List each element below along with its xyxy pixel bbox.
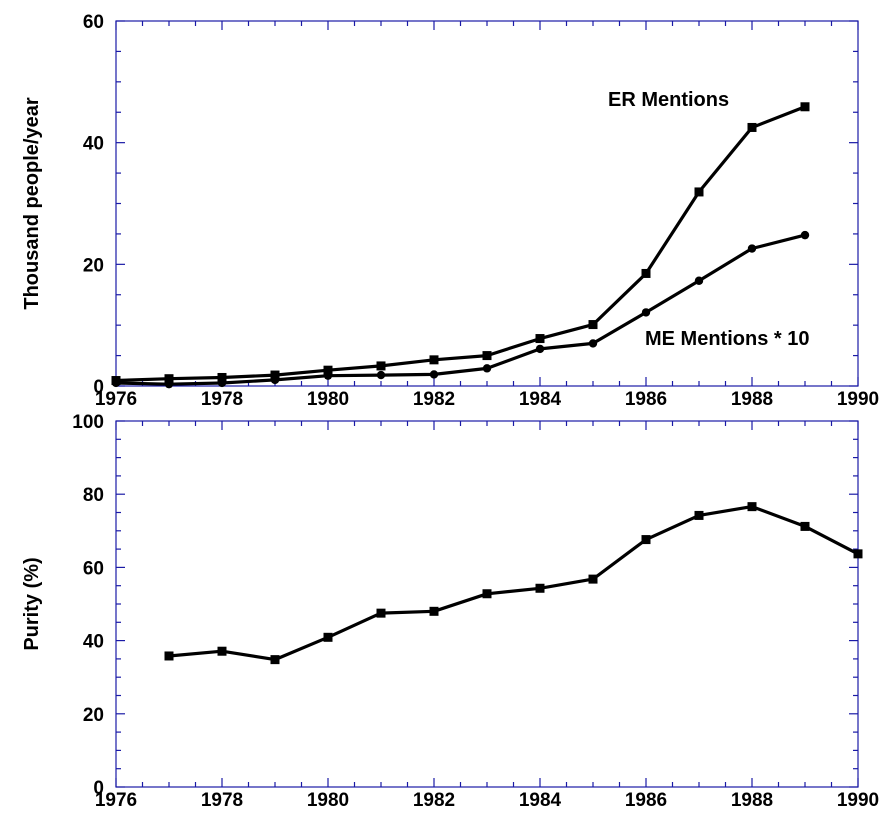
top-series-1-point <box>270 375 280 385</box>
top-x-tick-label: 1988 <box>731 389 773 410</box>
top-series-0-point <box>535 334 545 344</box>
top-series-1-point <box>111 378 121 388</box>
bottom-series-0-line <box>168 505 859 662</box>
top-series-1-point <box>323 371 333 380</box>
top-y-tick-label: 60 <box>83 12 104 33</box>
bottom-panel: 1976 1978 1980 1982 1984 1986 1988 1990 0 20 40 60 8… <box>21 412 879 811</box>
top-series-0-point <box>323 365 333 375</box>
bottom-y-tick-label: 40 <box>83 632 104 653</box>
top-series-0-point <box>800 102 810 112</box>
bottom-y-tick-label: 80 <box>83 485 104 506</box>
bottom-y-tick-label: 100 <box>72 412 104 433</box>
top-series-1-point <box>376 370 386 380</box>
top-x-tick-label: 1990 <box>837 389 879 410</box>
bottom-x-tick-label: 1986 <box>625 790 667 811</box>
top-x-tick-label: 1976 <box>95 389 137 410</box>
bottom-series-0-point <box>217 646 227 656</box>
top-series-0-point <box>482 351 492 361</box>
top-series-0-point <box>217 372 227 382</box>
top-series-0-point <box>376 361 386 371</box>
top-series-0-point <box>588 320 598 330</box>
top-series-1-point <box>800 230 810 240</box>
top-series-1-point <box>482 364 492 373</box>
bottom-x-tick-label: 1978 <box>201 790 243 811</box>
bottom-series-0-point <box>535 583 545 593</box>
bottom-series-0-point <box>270 655 280 665</box>
bottom-x-tick-label: 1976 <box>95 790 137 811</box>
bottom-series-0-point <box>694 510 704 520</box>
top-y-tick-label: 0 <box>93 377 104 398</box>
top-y-axis-title: Thousand people/year <box>21 97 43 309</box>
bottom-series-0-point <box>429 606 439 616</box>
top-series-0-point <box>164 374 174 384</box>
bottom-series-0-point <box>323 632 333 642</box>
top-series-1-point <box>641 308 651 317</box>
top-series-1-point <box>535 344 545 354</box>
bottom-plot-frame <box>115 420 859 788</box>
top-series-1-point <box>694 276 704 285</box>
top-series-0-point <box>429 355 439 365</box>
top-series-1-point <box>429 370 439 379</box>
top-series-1-point <box>588 339 598 348</box>
top-x-tick-label: 1986 <box>625 389 667 410</box>
bottom-series-0-point <box>853 549 863 559</box>
top-series-0-line <box>115 105 806 383</box>
bottom-series-0-point <box>482 589 492 599</box>
top-series-0-point <box>747 122 757 132</box>
top-series-0-label: ER Mentions <box>608 89 729 111</box>
bottom-ticks <box>115 420 859 788</box>
bottom-series-0-point <box>641 535 651 545</box>
bottom-series-0-point <box>164 651 174 661</box>
top-series-1-label: ME Mentions * 10 <box>645 328 809 350</box>
top-series-1-line <box>115 233 806 386</box>
bottom-series-0-point <box>588 574 598 584</box>
bottom-x-tick-label: 1990 <box>837 790 879 811</box>
top-x-tick-label: 1978 <box>201 389 243 410</box>
top-series-1-point <box>217 378 227 388</box>
bottom-y-tick-label: 0 <box>93 778 104 799</box>
bottom-x-tick-label: 1980 <box>307 790 349 811</box>
bottom-series-0-point <box>800 521 810 531</box>
bottom-x-tick-label: 1984 <box>519 790 562 811</box>
top-x-tick-label: 1980 <box>307 389 349 410</box>
top-series-0-point <box>694 187 704 197</box>
top-x-tick-label: 1982 <box>413 389 455 410</box>
top-series-1-point <box>747 244 757 253</box>
top-x-tick-label: 1984 <box>519 389 562 410</box>
top-y-tick-label: 20 <box>83 255 104 276</box>
bottom-series-0-point <box>376 608 386 618</box>
top-series-0-point <box>270 370 280 380</box>
top-y-tick-label: 40 <box>83 134 104 155</box>
top-ticks <box>115 20 859 387</box>
top-panel: 1976 1978 1980 1982 1984 1986 1988 1990 0 20 40 60 T… <box>21 12 879 410</box>
bottom-x-tick-label: 1982 <box>413 790 455 811</box>
bottom-y-tick-label: 20 <box>83 705 104 726</box>
top-series-1-point <box>164 379 174 389</box>
bottom-y-tick-label: 60 <box>83 558 104 579</box>
bottom-series-0-point <box>747 502 757 512</box>
bottom-y-axis-title: Purity (%) <box>21 557 43 650</box>
bottom-x-tick-label: 1988 <box>731 790 773 811</box>
top-series-0-point <box>641 268 651 278</box>
